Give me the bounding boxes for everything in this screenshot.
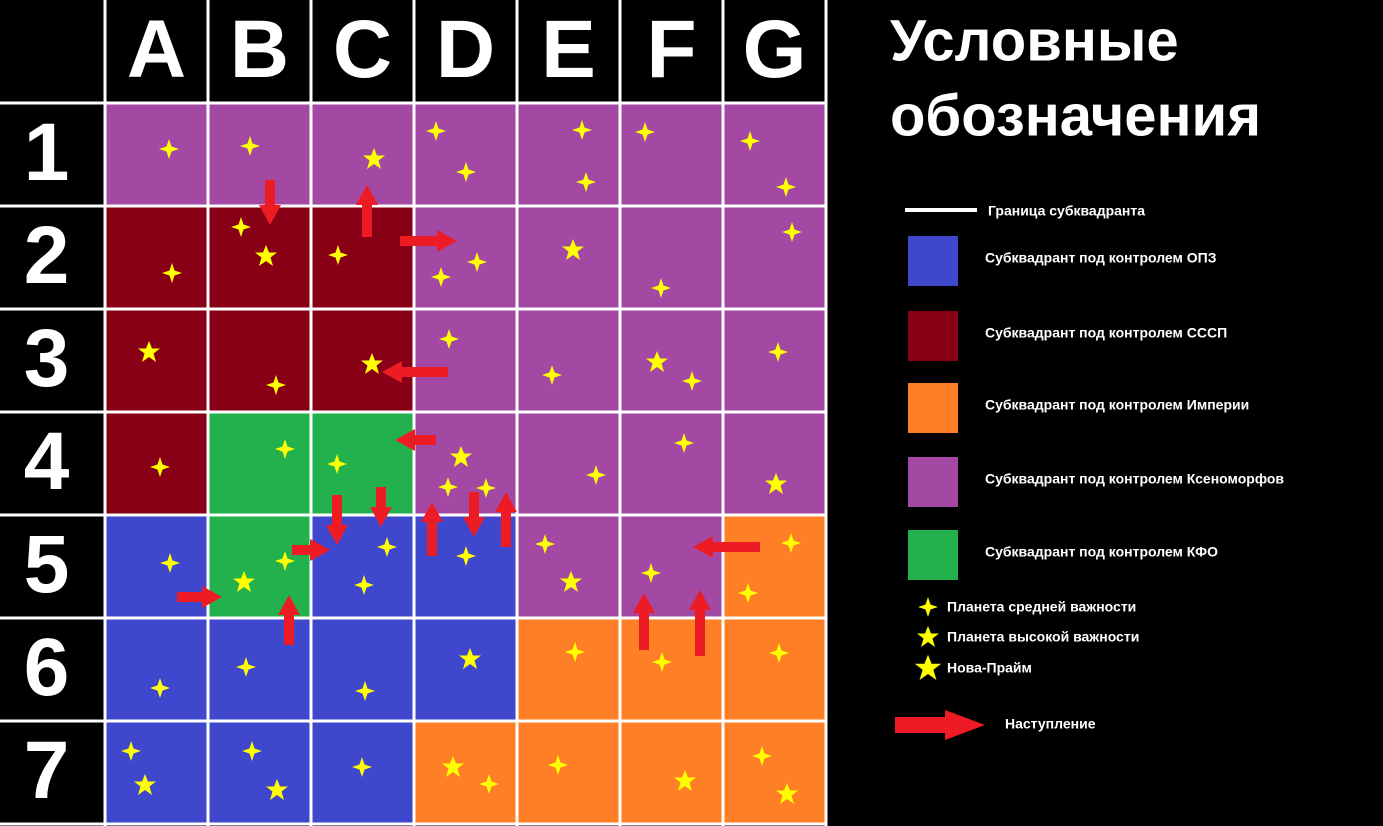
- subquadrant: [517, 618, 620, 721]
- advance-icon: [895, 710, 985, 740]
- subquadrant: [620, 721, 723, 824]
- markers: [121, 120, 802, 804]
- subquadrant: [723, 721, 826, 824]
- advance-arrow: [633, 593, 655, 650]
- legend-label: Субквадрант под контролем Ксеноморфов: [985, 471, 1284, 487]
- legend-swatch: [908, 311, 958, 361]
- advance-arrow: [463, 492, 485, 537]
- legend-label: Граница субквадранта: [988, 203, 1145, 219]
- subquadrant: [311, 103, 414, 206]
- advance-arrow: [495, 492, 517, 547]
- subquadrant: [208, 412, 311, 515]
- subquadrant: [414, 618, 517, 721]
- subquadrant: [105, 206, 208, 309]
- subquadrant: [414, 721, 517, 824]
- advance-arrow: [259, 180, 281, 225]
- column-label: B: [230, 4, 289, 95]
- subquadrant: [105, 412, 208, 515]
- subquadrant: [105, 515, 208, 618]
- advance-arrow: [370, 487, 392, 527]
- advance-arrow: [421, 502, 443, 556]
- subquadrant: [105, 309, 208, 412]
- subquadrant: [723, 618, 826, 721]
- legend-swatch: [908, 530, 958, 580]
- advance-arrow: [400, 230, 457, 252]
- subquadrant: [517, 721, 620, 824]
- subquadrant: [208, 309, 311, 412]
- column-label: D: [436, 4, 495, 95]
- legend-title: обозначения: [890, 83, 1261, 148]
- subquadrant: [620, 618, 723, 721]
- legend-title: Условные: [890, 8, 1179, 73]
- subquadrant: [208, 103, 311, 206]
- column-label: E: [541, 4, 596, 95]
- advance-arrow: [693, 536, 760, 558]
- column-label: G: [743, 4, 807, 95]
- legend: Субквадрант под контролем ОПЗ Субквадрант…: [908, 236, 1284, 580]
- subquadrant: [517, 103, 620, 206]
- legend-swatch: [908, 457, 958, 507]
- advance-arrow: [895, 710, 985, 740]
- subquadrant: [723, 412, 826, 515]
- row-label: 2: [24, 210, 70, 301]
- row-label: 7: [24, 725, 70, 816]
- subquadrant: [105, 721, 208, 824]
- advance-arrow: [278, 595, 300, 645]
- column-label: A: [127, 4, 186, 95]
- advance-arrow: [326, 495, 348, 545]
- row-label: 1: [24, 107, 70, 198]
- subquadrant: [311, 412, 414, 515]
- legend-label: Субквадрант под контролем ОПЗ: [985, 250, 1217, 266]
- subquadrant: [620, 103, 723, 206]
- advance-arrow: [395, 429, 436, 451]
- subquadrant: [414, 309, 517, 412]
- legend-label: Планета средней важности: [947, 599, 1136, 615]
- legend-label: Наступление: [1005, 716, 1096, 732]
- advance-arrow: [689, 590, 711, 656]
- column-label: C: [333, 4, 392, 95]
- subquadrant: [208, 618, 311, 721]
- subquadrant: [208, 721, 311, 824]
- subquadrant: [517, 515, 620, 618]
- row-label: 4: [24, 416, 70, 507]
- subquadrant: [723, 206, 826, 309]
- subquadrant: [620, 515, 723, 618]
- subquadrant: [723, 515, 826, 618]
- subquadrant: [723, 103, 826, 206]
- legend-swatch: [908, 236, 958, 286]
- subquadrant: [620, 412, 723, 515]
- advance-arrow: [292, 539, 330, 561]
- subquadrant: [311, 515, 414, 618]
- advance-arrow: [177, 586, 222, 608]
- subquadrant: [105, 103, 208, 206]
- subquadrant: [414, 206, 517, 309]
- row-label: 6: [24, 622, 70, 713]
- legend-label: Субквадрант под контролем Империи: [985, 397, 1249, 413]
- row-label: 5: [24, 519, 70, 610]
- subquadrant: [208, 515, 311, 618]
- column-label: F: [646, 4, 696, 95]
- advance-arrow: [382, 361, 448, 383]
- subquadrant: [517, 309, 620, 412]
- subquadrant: [517, 412, 620, 515]
- subquadrant: [620, 309, 723, 412]
- subquadrant: [723, 309, 826, 412]
- legend-label: Субквадрант под контролем КФО: [985, 544, 1218, 560]
- subquadrant: [208, 206, 311, 309]
- subquadrant: [414, 103, 517, 206]
- advance-arrow: [356, 185, 378, 237]
- subquadrant: [311, 618, 414, 721]
- legend-swatch: [908, 383, 958, 433]
- row-label: 3: [24, 313, 70, 404]
- legend-label: Нова-Прайм: [947, 660, 1032, 676]
- grid: A B C D E F G 1 2 3 4 5 6 7: [0, 0, 828, 826]
- subquadrant: [105, 618, 208, 721]
- legend-label: Планета высокой важности: [947, 629, 1139, 645]
- subquadrant: [620, 206, 723, 309]
- legend-label: Субквадрант под контролем СССП: [985, 325, 1227, 341]
